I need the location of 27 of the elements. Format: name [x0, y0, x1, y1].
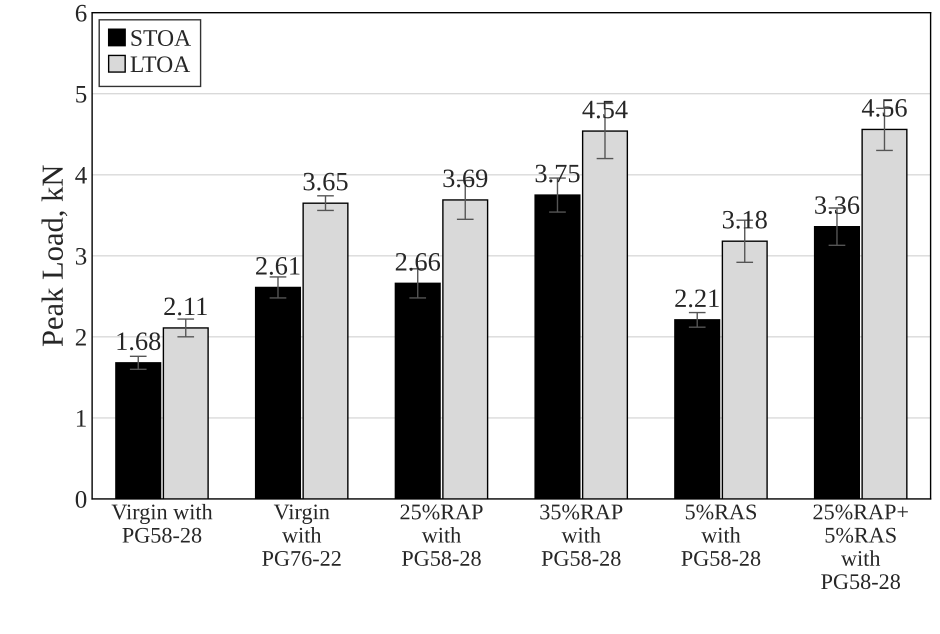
data-label: 2.61	[256, 257, 300, 275]
data-label: 2.11	[164, 298, 207, 316]
data-label: 3.36	[815, 196, 860, 214]
y-tick-label: 2	[76, 328, 86, 346]
data-label: 2.66	[396, 252, 440, 271]
y-tick-label: 6	[76, 4, 87, 22]
y-tick-label: 4	[75, 166, 87, 184]
data-label: 3.65	[304, 172, 348, 191]
legend-label: LTOA	[130, 56, 190, 72]
data-label: 1.68	[117, 332, 160, 350]
x-tick-label: Virgin with PG58-28	[112, 504, 212, 543]
x-tick-label: 25%RAP with PG58-28	[400, 504, 483, 566]
data-label: 3.18	[722, 210, 767, 229]
y-axis-title: Peak Load, kN	[41, 165, 68, 346]
legend-label: STOA	[131, 30, 191, 46]
y-tick-label: 3	[76, 248, 86, 265]
x-tick-label: 5%RAS with PG58-28	[681, 504, 760, 566]
data-label: 3.75	[536, 164, 580, 182]
y-tick-label: 1	[76, 410, 86, 427]
x-tick-label: 35%RAP with PG58-28	[540, 504, 622, 566]
x-tick-label: Virgin with PG76-22	[262, 504, 341, 566]
data-label: 2.21	[675, 289, 719, 308]
y-tick-label: 5	[76, 86, 86, 103]
data-label: 4.56	[862, 99, 907, 117]
y-tick-label: 0	[76, 491, 86, 508]
x-tick-label: 25%RAP+ 5%RAS with PG58-28	[813, 504, 908, 590]
data-label: 3.69	[443, 170, 488, 188]
